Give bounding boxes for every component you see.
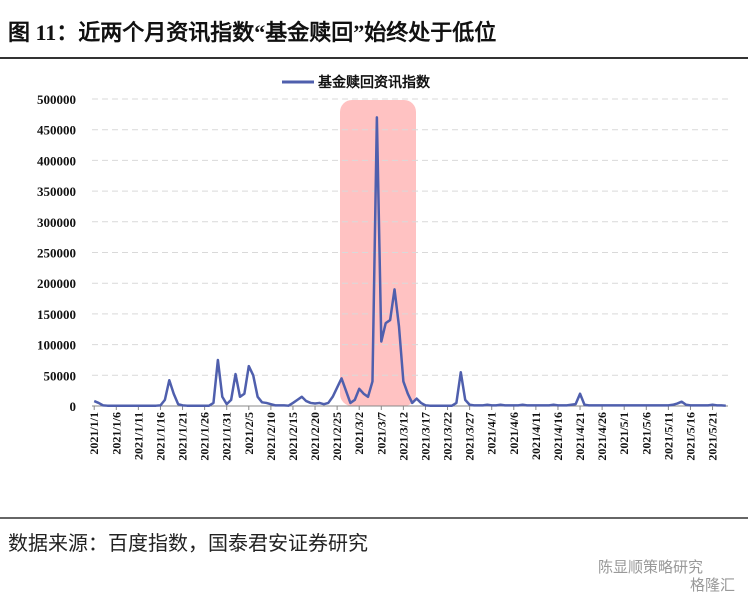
x-tick-label: 2021/1/11 bbox=[131, 412, 145, 460]
x-tick-label: 2021/4/1 bbox=[485, 412, 499, 455]
x-tick-label: 2021/3/17 bbox=[418, 412, 432, 461]
y-tick-label: 500000 bbox=[37, 92, 76, 107]
x-tick-label: 2021/5/16 bbox=[683, 412, 697, 461]
y-tick-label: 350000 bbox=[37, 184, 76, 199]
x-tick-label: 2021/1/1 bbox=[87, 412, 101, 455]
x-tick-label: 2021/5/1 bbox=[617, 412, 631, 455]
x-tick-label: 2021/5/11 bbox=[661, 412, 675, 460]
y-tick-label: 200000 bbox=[37, 276, 76, 291]
y-tick-label: 50000 bbox=[44, 368, 77, 383]
x-tick-label: 2021/3/22 bbox=[441, 412, 455, 461]
source-note: 数据来源：百度指数，国泰君安证券研究 bbox=[8, 532, 368, 555]
watermark: 格隆汇 bbox=[690, 577, 735, 594]
legend-label: 基金赎回资讯指数 bbox=[318, 74, 431, 91]
x-tick-label: 2021/4/21 bbox=[573, 412, 587, 461]
x-tick-label: 2021/3/2 bbox=[352, 412, 366, 455]
x-tick-label: 2021/4/11 bbox=[529, 412, 543, 460]
y-tick-label: 400000 bbox=[37, 153, 76, 168]
chart-title: 图 11：近两个月资讯指数“基金赎回”始终处于低位 bbox=[8, 20, 496, 45]
y-tick-label: 450000 bbox=[37, 123, 76, 138]
x-tick-label: 2021/1/26 bbox=[198, 412, 212, 461]
x-tick-label: 2021/2/10 bbox=[264, 412, 278, 461]
y-tick-label: 250000 bbox=[37, 246, 76, 261]
x-tick-label: 2021/5/6 bbox=[639, 412, 653, 455]
x-tick-label: 2021/2/20 bbox=[308, 412, 322, 461]
x-tick-label: 2021/1/31 bbox=[220, 412, 234, 461]
highlight-band bbox=[340, 100, 416, 406]
x-tick-label: 2021/1/16 bbox=[153, 412, 167, 461]
x-tick-label: 2021/3/12 bbox=[396, 412, 410, 461]
x-tick-label: 2021/1/21 bbox=[176, 412, 190, 461]
x-tick-label: 2021/3/27 bbox=[463, 412, 477, 461]
x-tick-label: 2021/2/25 bbox=[330, 412, 344, 461]
x-tick-label: 2021/4/16 bbox=[551, 412, 565, 461]
x-tick-label: 2021/5/21 bbox=[706, 412, 720, 461]
y-tick-label: 100000 bbox=[37, 338, 76, 353]
series-line bbox=[93, 116, 726, 407]
x-tick-label: 2021/2/5 bbox=[242, 412, 256, 455]
x-tick-label: 2021/4/26 bbox=[595, 412, 609, 461]
x-tick-label: 2021/4/6 bbox=[507, 412, 521, 455]
x-tick-label: 2021/1/6 bbox=[109, 412, 123, 455]
y-tick-label: 0 bbox=[70, 399, 77, 414]
y-tick-label: 150000 bbox=[37, 307, 76, 322]
x-tick-label: 2021/2/15 bbox=[286, 412, 300, 461]
watermark: 陈显顺策略研究 bbox=[598, 558, 703, 576]
y-tick-label: 300000 bbox=[37, 215, 76, 230]
x-tick-label: 2021/3/7 bbox=[374, 412, 388, 455]
